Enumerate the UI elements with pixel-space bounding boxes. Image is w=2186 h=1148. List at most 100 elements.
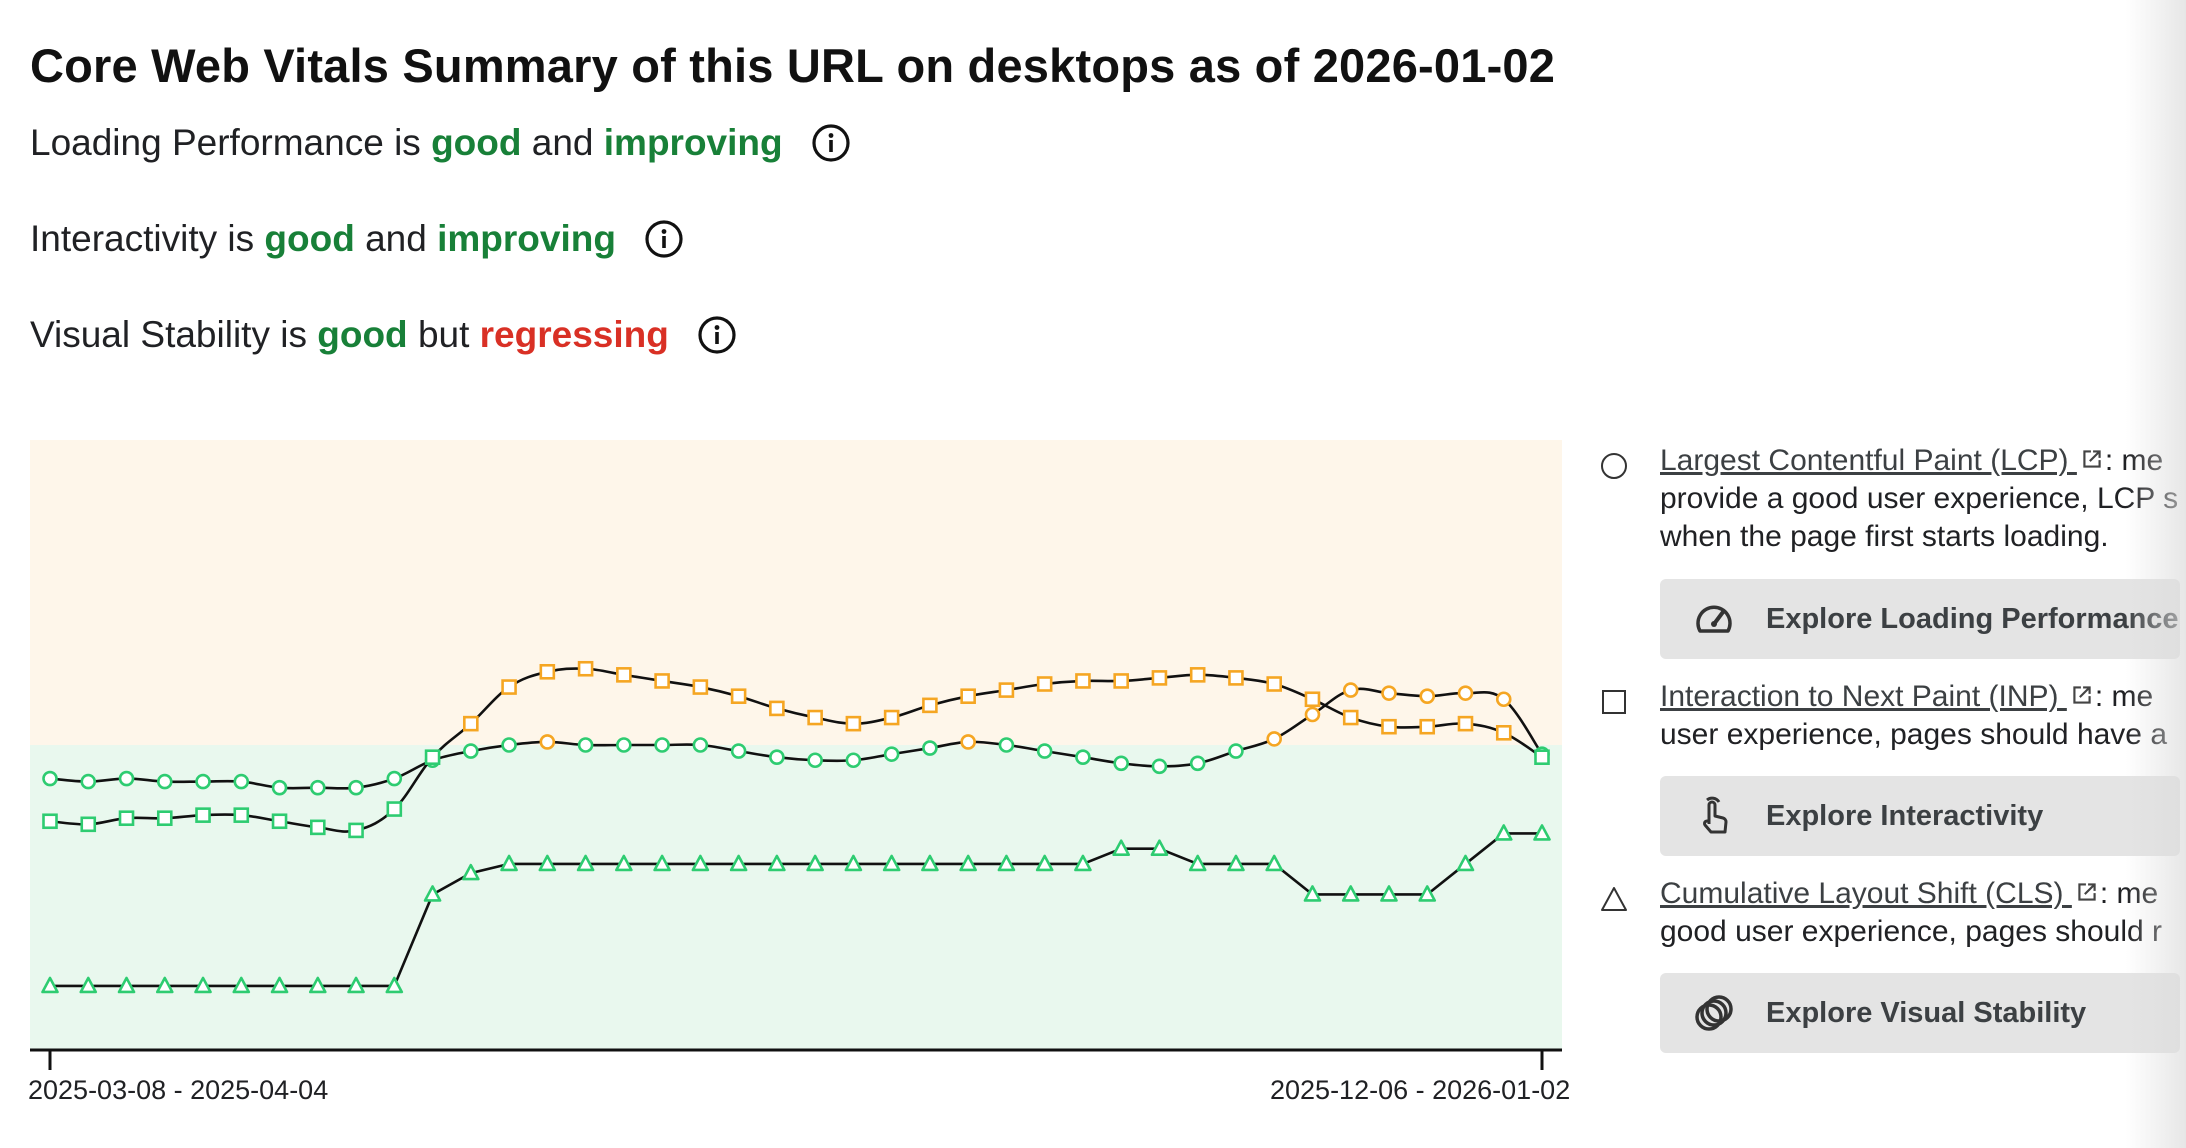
data-point-circle: [730, 743, 747, 759]
data-point-square: [1495, 724, 1512, 741]
data-point-circle: [539, 734, 556, 750]
data-point-triangle: [1418, 885, 1437, 902]
data-point-circle: [118, 770, 135, 787]
data-point-square: [80, 816, 97, 833]
data-point-circle: [1189, 755, 1206, 772]
external-link-icon[interactable]: [2074, 879, 2100, 905]
data-point-circle: [309, 779, 326, 796]
data-point-triangle: [1150, 839, 1169, 856]
data-point-square: [233, 807, 250, 823]
data-point-square: [1419, 718, 1436, 735]
data-point-triangle: [691, 854, 710, 872]
data-point-square: [1075, 673, 1091, 689]
data-point-triangle: [385, 976, 404, 994]
info-icon[interactable]: [811, 123, 851, 163]
cls-link[interactable]: Cumulative Layout Shift (CLS): [1660, 877, 2064, 910]
data-point-circle: [463, 743, 479, 759]
data-point-triangle: [1188, 854, 1207, 872]
data-point-circle: [1304, 706, 1321, 723]
data-point-square: [883, 709, 900, 726]
data-point-circle: [233, 773, 250, 790]
data-point-circle: [998, 737, 1015, 753]
inp-link[interactable]: Interaction to Next Paint (INP): [1660, 680, 2059, 713]
verb: is: [394, 122, 421, 163]
data-point-triangle: [959, 854, 977, 872]
external-link-icon[interactable]: [2079, 446, 2105, 472]
data-point-circle: [1228, 743, 1244, 759]
conjunction: and: [365, 218, 427, 259]
data-point-square: [424, 749, 441, 766]
lcp-link[interactable]: Largest Contentful Paint (LCP): [1660, 444, 2069, 477]
data-point-triangle: [194, 976, 212, 994]
data-point-triangle: [308, 976, 327, 994]
data-point-triangle: [882, 854, 901, 872]
data-point-circle: [80, 773, 97, 790]
data-point-triangle: [1227, 854, 1245, 872]
data-point-square: [539, 664, 556, 680]
data-point-square: [807, 709, 823, 726]
data-point-circle: [769, 749, 785, 766]
explore-loading-performance-button[interactable]: Explore Loading Performance: [1660, 579, 2180, 659]
external-link-icon[interactable]: [2069, 682, 2095, 708]
square-marker-icon: [1602, 690, 1626, 714]
series-line-triangle: [50, 832, 1542, 988]
data-point-square: [845, 715, 862, 732]
data-point-circle: [1457, 685, 1474, 701]
data-point-triangle: [270, 976, 289, 994]
data-point-circle: [501, 737, 517, 753]
data-point-triangle: [1494, 824, 1513, 841]
data-point-square: [156, 810, 173, 827]
triangle-marker-icon: [1601, 887, 1627, 911]
trend-regressing: regressing: [479, 314, 669, 355]
data-point-square: [386, 801, 403, 817]
data-point-triangle: [1341, 885, 1360, 902]
data-point-triangle: [1456, 854, 1475, 872]
rating-good: good: [431, 122, 522, 163]
data-point-triangle: [232, 976, 251, 994]
data-point-square: [1151, 670, 1168, 686]
explore-interactivity-button[interactable]: Explore Interactivity: [1660, 776, 2180, 856]
data-point-circle: [883, 746, 900, 762]
data-point-square: [309, 819, 326, 836]
data-point-triangle: [79, 976, 98, 994]
button-label: Explore Loading Performance: [1766, 602, 2179, 635]
data-point-triangle: [155, 976, 174, 994]
info-icon[interactable]: [697, 315, 737, 355]
data-point-triangle: [576, 854, 595, 872]
data-point-square: [1534, 749, 1550, 766]
data-point-square: [1381, 718, 1397, 735]
verb: is: [280, 314, 307, 355]
data-point-square: [195, 807, 211, 823]
data-point-triangle: [1380, 885, 1398, 902]
data-point-circle: [1342, 682, 1359, 698]
band-good: [30, 745, 1562, 1050]
series-line-square: [49, 667, 1543, 833]
data-point-circle: [156, 773, 173, 790]
data-point-square: [769, 700, 785, 717]
data-point-square: [654, 673, 670, 689]
metric-name: Visual Stability: [30, 314, 270, 355]
status-interactivity: Interactivity is good and improving: [30, 218, 684, 260]
legend-desc-line: when the page first starts loading.: [1660, 520, 2109, 553]
data-point-circle: [1381, 685, 1397, 701]
tap-hand-icon: [1703, 796, 1728, 834]
info-icon[interactable]: [644, 219, 684, 259]
data-point-square: [118, 810, 135, 827]
data-point-circle: [845, 752, 862, 769]
data-point-triangle: [1265, 854, 1284, 872]
explore-visual-stability-button[interactable]: Explore Visual Stability: [1660, 973, 2180, 1053]
data-point-circle: [1419, 688, 1436, 705]
data-point-circle: [692, 737, 709, 753]
data-point-square: [1228, 670, 1244, 686]
x-tick-label-start: 2025-03-08 - 2025-04-04: [28, 1075, 329, 1105]
data-point-square: [616, 667, 632, 683]
data-point-square: [692, 679, 709, 695]
data-point-square: [922, 697, 938, 714]
data-point-square: [1266, 676, 1283, 692]
data-point-triangle: [806, 854, 824, 872]
status-loading-performance: Loading Performance is good and improvin…: [30, 122, 851, 164]
data-point-square: [1189, 667, 1206, 683]
overlapping-circles-icon: [1695, 995, 1733, 1031]
legend-desc-line: : me: [2099, 877, 2159, 910]
data-point-circle: [42, 770, 58, 787]
